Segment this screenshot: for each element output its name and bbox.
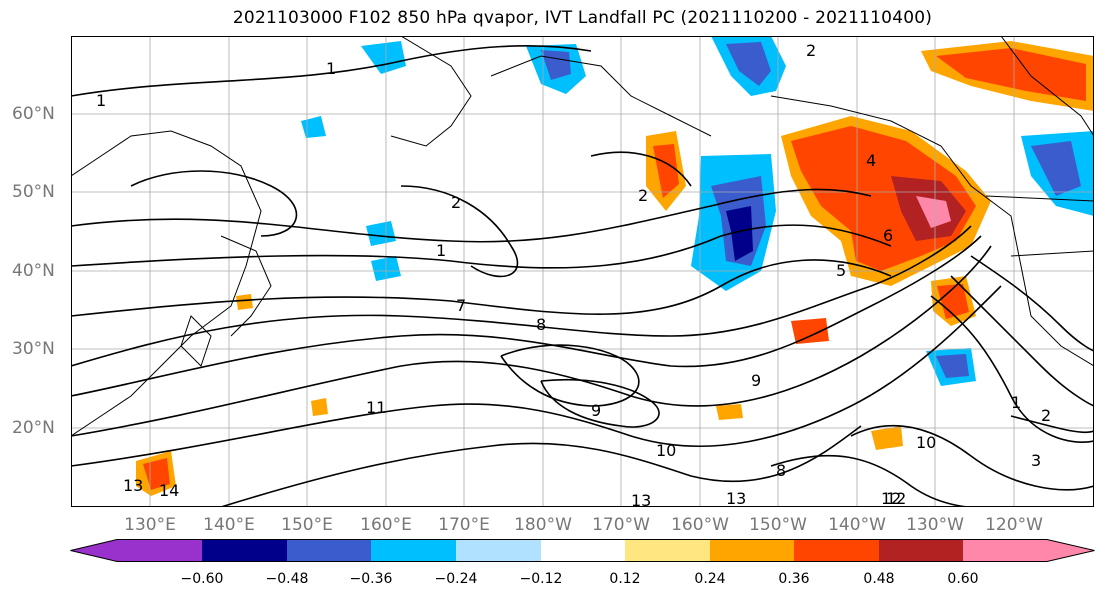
contour-label: 5: [836, 261, 846, 280]
lat-label-20n: 20°N: [12, 418, 55, 438]
colorbar-segment: [963, 539, 1095, 562]
lon-label-120w: 120°W: [985, 515, 1043, 535]
negative-anomaly-shading: [301, 36, 1094, 386]
contour-label: 2: [1041, 406, 1051, 425]
colorbar-segment: [879, 539, 963, 562]
lon-label-170w: 170°W: [592, 515, 650, 535]
colorbar-tick-label: 0.12: [609, 571, 641, 587]
lat-label-50n: 50°N: [12, 182, 55, 202]
lon-label-150e: 150°E: [281, 515, 333, 535]
contour-label: 12: [886, 489, 906, 507]
colorbar-tick-label: 0.24: [694, 571, 726, 587]
colorbar-segment: [625, 539, 710, 562]
colorbar-segment: [70, 539, 202, 562]
colorbar-segments: [70, 539, 1095, 562]
contour-label: 13: [123, 476, 143, 495]
graticule: [71, 36, 1094, 507]
contour-label: 6: [883, 226, 893, 245]
colorbar-tick-label: −0.48: [265, 571, 309, 587]
contour-label: 1: [436, 241, 446, 260]
colorbar-outline: [70, 539, 1095, 562]
ivt-contours: [71, 44, 1094, 507]
colorbar-segment: [794, 539, 879, 562]
contour-label: 2: [806, 41, 816, 60]
contour-label: 7: [456, 296, 466, 315]
contour-label: 12: [881, 489, 901, 507]
lat-label-40n: 40°N: [12, 261, 55, 281]
contour-label: 1: [96, 91, 106, 110]
colorbar-tick-label: −0.24: [434, 571, 478, 587]
contour-label: 13: [726, 489, 746, 507]
colorbar-segment: [456, 539, 541, 562]
coastlines: [71, 36, 1094, 437]
contour-label: 8: [776, 461, 786, 480]
colorbar-tick-label: −0.36: [349, 571, 393, 587]
positive-anomaly-shading: [136, 41, 1094, 496]
lat-label-60n: 60°N: [12, 104, 55, 124]
colorbar-tick-label: 0.48: [863, 571, 895, 587]
lon-label-140w: 140°W: [828, 515, 886, 535]
contour-label: 14: [159, 481, 179, 500]
lon-label-160w: 160°W: [671, 515, 729, 535]
map-panel: 1 1 1 2 2 2 4 5 6 7 8 9 10 11 13 14 12 1…: [71, 36, 1094, 507]
contour-label-group: 1 1 1 2 2 2 4 5 6 7 8 9 10 11 13 14 12 1…: [96, 41, 1051, 507]
contour-label: 2: [451, 193, 461, 212]
lon-label-130w: 130°W: [906, 515, 964, 535]
map-title: 2021103000 F102 850 hPa qvapor, IVT Land…: [232, 8, 933, 28]
contour-label: 11: [366, 398, 386, 417]
contour-label: 13: [631, 491, 651, 507]
contour-label: 10: [656, 441, 676, 460]
colorbar-segment: [710, 539, 794, 562]
contour-label: 3: [1031, 451, 1041, 470]
lon-label-180w: 180°W: [514, 515, 572, 535]
contour-label: 10: [916, 433, 936, 452]
contour-label: 1: [1011, 393, 1021, 412]
colorbar-tick-label: −0.60: [180, 571, 224, 587]
contour-label: 1: [326, 59, 336, 78]
contour-label: 2: [638, 186, 648, 205]
lon-label-160e: 160°E: [360, 515, 412, 535]
colorbar-segment: [541, 539, 625, 562]
contour-label: 4: [866, 151, 876, 170]
contour-label: 9: [751, 371, 761, 390]
colorbar-segment: [287, 539, 371, 562]
colorbar-tick-label: 0.36: [778, 571, 810, 587]
colorbar: [70, 539, 1095, 562]
lon-label-140e: 140°E: [203, 515, 255, 535]
contour-label: 8: [536, 315, 546, 334]
lon-label-130e: 130°E: [124, 515, 176, 535]
colorbar-segment: [202, 539, 287, 562]
lon-label-170e: 170°E: [438, 515, 490, 535]
colorbar-tick-label: 0.60: [947, 571, 979, 587]
lat-label-30n: 30°N: [12, 339, 55, 359]
colorbar-tick-label: −0.12: [519, 571, 563, 587]
colorbar-segment: [371, 539, 456, 562]
lon-label-150w: 150°W: [749, 515, 807, 535]
map-frame: [71, 36, 1094, 507]
contour-label: 9: [591, 401, 601, 420]
